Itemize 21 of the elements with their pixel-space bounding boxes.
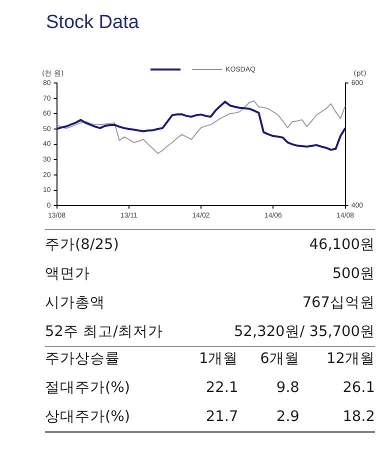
text: 상대주가(%)	[45, 408, 132, 427]
text: 시가총액	[45, 294, 106, 313]
text: 52주 최고/최저가	[45, 323, 164, 342]
text: 액면가	[45, 265, 91, 284]
text: 21.7	[204, 408, 238, 426]
text: 26.1	[342, 378, 375, 398]
text: 767십억원	[301, 294, 375, 313]
text: 주가(8/25)	[45, 236, 120, 255]
text: 18.2	[342, 408, 375, 426]
chart-title: Stock Data	[46, 12, 139, 34]
text: 500원	[331, 265, 375, 284]
text: 9.8	[275, 378, 300, 398]
text: 6개월	[259, 350, 300, 369]
text: 46,100원	[308, 236, 375, 255]
text: 주가상승률	[45, 350, 121, 369]
text: 12개월	[326, 350, 375, 369]
text: 2.9	[275, 408, 300, 426]
text: 1개월	[198, 350, 238, 369]
text: 22.1	[204, 378, 238, 398]
text: 52,320원/ 35,700원	[233, 323, 375, 342]
text: 절대주가(%)	[45, 379, 132, 398]
